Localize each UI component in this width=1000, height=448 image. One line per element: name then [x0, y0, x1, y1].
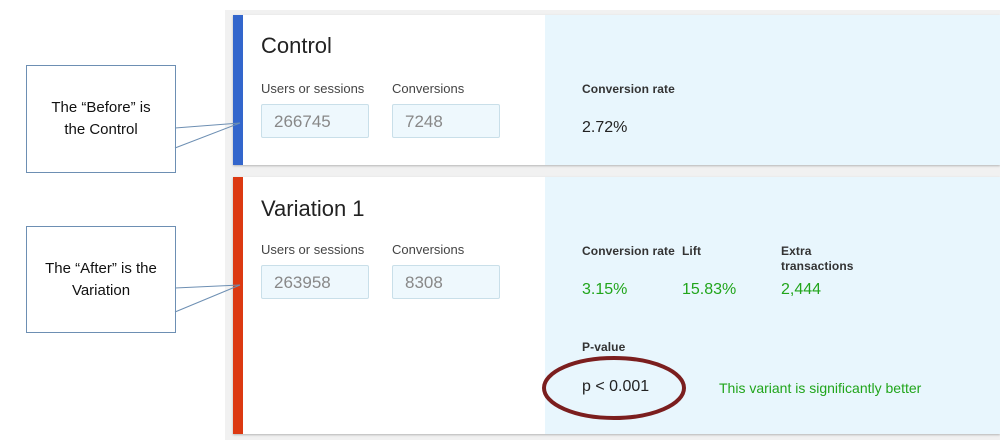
pvalue-label: P-value: [582, 340, 626, 354]
variation-extra-label: Extra transactions: [781, 244, 854, 273]
variation-card: Variation 1 Users or sessions Conversion…: [233, 177, 1000, 434]
variation-accent-bar: [233, 177, 243, 434]
control-accent-bar: [233, 15, 243, 165]
variation-callout: The “After” is the Variation: [26, 226, 176, 333]
control-results-pane: [545, 15, 1000, 165]
control-conversions-label: Conversions: [392, 81, 465, 96]
variation-callout-pointer: [174, 284, 241, 313]
variation-extra-value: 2,444: [781, 281, 822, 298]
control-title: Control: [261, 33, 332, 58]
control-callout-pointer: [174, 122, 241, 149]
control-users-label: Users or sessions: [261, 81, 365, 96]
control-callout-text: The “Before” is the Control: [51, 99, 151, 138]
control-callout: The “Before” is the Control: [26, 65, 176, 173]
control-rate-label: Conversion rate: [582, 82, 675, 96]
variation-lift-value: 15.83%: [682, 281, 737, 298]
variation-conversions-input[interactable]: 8308: [392, 265, 500, 299]
variation-title: Variation 1: [261, 196, 365, 221]
control-card: Control Users or sessions Conversions 26…: [233, 15, 1000, 165]
control-conversions-input[interactable]: 7248: [392, 104, 500, 138]
variation-users-input[interactable]: 263958: [261, 265, 369, 299]
significance-text: This variant is significantly better: [719, 380, 922, 396]
variation-rate-value: 3.15%: [582, 281, 628, 298]
pvalue-value: p < 0.001: [582, 378, 650, 395]
variation-callout-text: The “After” is the Variation: [45, 259, 157, 299]
control-users-input[interactable]: 266745: [261, 104, 369, 138]
variation-lift-label: Lift: [682, 244, 702, 258]
variation-users-label: Users or sessions: [261, 242, 365, 257]
control-rate-value: 2.72%: [582, 119, 628, 136]
variation-rate-label: Conversion rate: [582, 244, 675, 258]
variation-conversions-label: Conversions: [392, 242, 465, 257]
pvalue-highlight-ellipse: [542, 356, 686, 420]
variation-results-pane: [545, 177, 1000, 434]
